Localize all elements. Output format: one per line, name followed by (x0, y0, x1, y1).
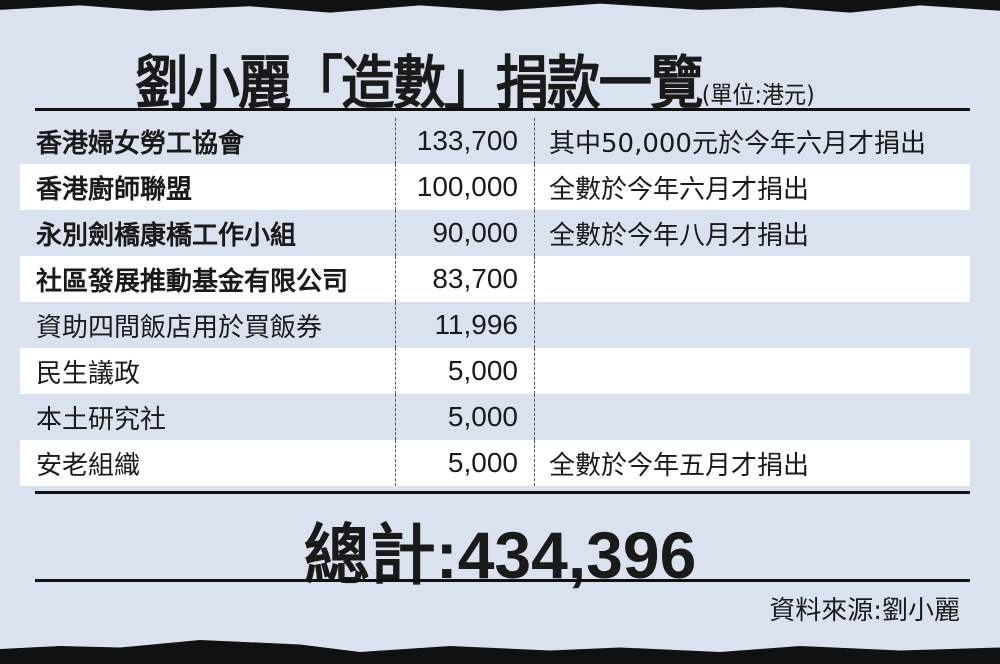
torn-edge-top (0, 0, 1000, 13)
divider (35, 491, 970, 494)
org-name: 香港廚師聯盟 (36, 174, 193, 205)
note: 其中50,000元於今年六月才捐出 (549, 128, 926, 159)
org-name: 安老組織 (36, 450, 141, 481)
note: 全數於今年八月才捐出 (549, 220, 810, 251)
donation-table: 香港婦女勞工協會 133,700 其中50,000元於今年六月才捐出 香港廚師聯盟 1… (20, 118, 970, 486)
table-row: 香港廚師聯盟 100,000 全數於今年六月才捐出 (20, 164, 970, 210)
note: 全數於今年六月才捐出 (549, 174, 810, 205)
amount: 90,000 (395, 210, 535, 256)
org-name: 香港婦女勞工協會 (36, 128, 245, 159)
table-row: 本土研究社 5,000 (20, 394, 970, 440)
amount: 5,000 (395, 440, 535, 486)
amount: 5,000 (395, 394, 535, 440)
unit-label: (單位:港元) (701, 81, 815, 109)
note: 全數於今年五月才捐出 (549, 450, 810, 481)
amount: 5,000 (395, 348, 535, 394)
org-name: 永別劍橋康橋工作小組 (36, 220, 297, 251)
torn-edge-bottom (0, 640, 1000, 664)
org-name: 民生議政 (36, 358, 141, 389)
divider (35, 108, 970, 111)
page-title: 劉小麗「造數」捐款一覽(單位:港元) (135, 36, 815, 120)
table-row: 社區發展推動基金有限公司 83,700 (20, 256, 970, 302)
amount: 100,000 (395, 164, 535, 210)
amount: 11,996 (395, 302, 535, 348)
org-name: 資助四間飯店用於買飯券 (36, 312, 323, 343)
table-row: 香港婦女勞工協會 133,700 其中50,000元於今年六月才捐出 (20, 118, 970, 164)
amount: 83,700 (395, 256, 535, 302)
table-row: 民生議政 5,000 (20, 348, 970, 394)
table-row: 永別劍橋康橋工作小組 90,000 全數於今年八月才捐出 (20, 210, 970, 256)
source-credit: 資料來源:劉小麗 (769, 596, 960, 626)
divider (35, 579, 970, 582)
amount: 133,700 (395, 118, 535, 164)
total: 總計:434,396 (303, 518, 697, 592)
org-name: 社區發展推動基金有限公司 (36, 266, 349, 297)
table-row: 資助四間飯店用於買飯券 11,996 (20, 302, 970, 348)
table-row: 安老組織 5,000 全數於今年五月才捐出 (20, 440, 970, 486)
org-name: 本土研究社 (36, 404, 167, 435)
title-text: 劉小麗「造數」捐款一覽 (135, 49, 704, 117)
